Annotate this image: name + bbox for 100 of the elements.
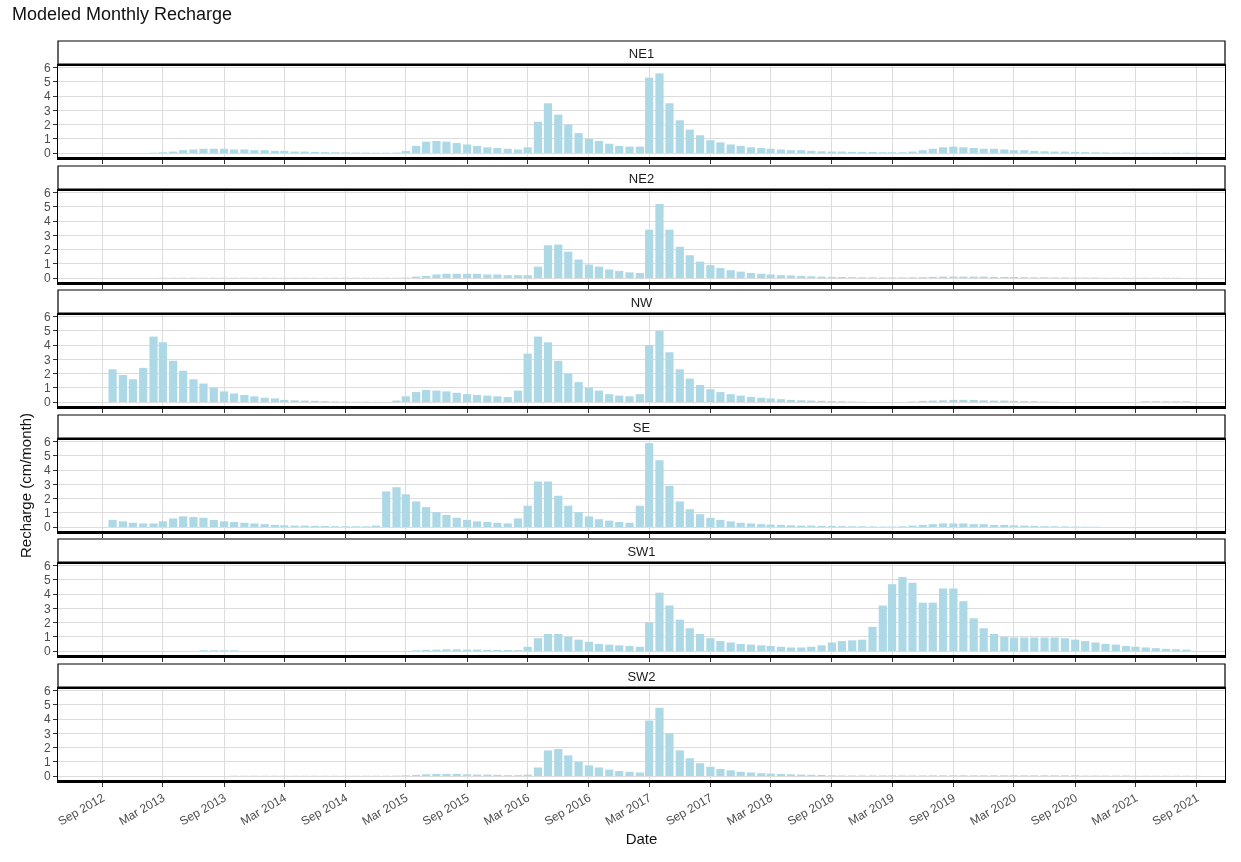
bar [574, 511, 583, 527]
y-tick-label: 2 [43, 242, 51, 257]
bar [533, 336, 543, 403]
y-tick-label: 0 [43, 519, 51, 534]
bar [726, 144, 735, 154]
bar [675, 120, 684, 154]
bar [533, 121, 543, 154]
bar [169, 360, 178, 403]
bar [564, 251, 573, 278]
bar [776, 646, 786, 652]
bar [422, 506, 431, 527]
bar [543, 342, 553, 403]
bar [1000, 149, 1009, 154]
bar [564, 636, 573, 652]
bar [584, 387, 594, 403]
bar [128, 379, 137, 403]
bar [868, 626, 877, 652]
bar [260, 150, 269, 154]
bar [736, 522, 745, 527]
bar [543, 749, 553, 776]
bar [757, 523, 766, 527]
bar [695, 513, 705, 527]
bar [736, 643, 745, 652]
x-tick-label: Mar 2020 [967, 789, 1019, 828]
bar [513, 149, 523, 154]
bar [1060, 638, 1069, 652]
bar [412, 145, 421, 154]
bar [574, 382, 583, 403]
bar [574, 639, 583, 652]
bar [483, 521, 492, 527]
bar [209, 148, 218, 154]
bar [543, 481, 553, 527]
bar [938, 522, 948, 527]
bar [1111, 644, 1120, 652]
x-tick-label: Mar 2013 [116, 789, 168, 828]
y-tick-label: 0 [43, 768, 51, 783]
x-tick-label: Mar 2018 [724, 789, 776, 828]
bar [726, 642, 735, 652]
bar [726, 769, 735, 776]
bar [949, 522, 958, 527]
x-tick-label: Mar 2017 [602, 789, 654, 828]
bar [584, 138, 594, 154]
bar [746, 397, 756, 403]
bar [726, 269, 735, 278]
y-tick-label: 4 [43, 213, 51, 228]
x-tick-label: Sep 2013 [177, 789, 229, 828]
bar [625, 396, 634, 403]
bar [533, 266, 543, 278]
bar [472, 145, 482, 154]
bar [776, 149, 786, 154]
bar [594, 140, 603, 154]
bar [209, 519, 218, 527]
bar [543, 633, 553, 652]
bar [523, 353, 532, 403]
bar [726, 520, 735, 527]
bar [584, 764, 594, 776]
bar [564, 754, 573, 776]
bar [401, 150, 410, 154]
bar [695, 633, 705, 652]
bar [786, 647, 796, 652]
bar [605, 268, 614, 278]
bar [422, 389, 431, 403]
y-tick-label: 6 [43, 558, 51, 573]
bar [837, 641, 846, 652]
bar [615, 770, 624, 776]
x-tick-label: Sep 2017 [663, 789, 716, 828]
y-tick-label: 5 [43, 573, 51, 588]
bar [574, 133, 583, 154]
bar [797, 275, 806, 278]
bar [493, 148, 502, 154]
bar [543, 244, 553, 278]
y-tick-label: 6 [43, 434, 51, 449]
bar [685, 628, 694, 652]
bar [493, 273, 502, 278]
chart-title: NE2 [628, 170, 655, 186]
x-tick-label: Sep 2019 [906, 789, 959, 828]
bar [1071, 639, 1080, 652]
bar [736, 271, 745, 278]
bar [757, 645, 766, 652]
bar [533, 638, 543, 652]
bar [412, 392, 421, 403]
y-tick-label: 5 [43, 199, 51, 214]
bar [462, 144, 472, 154]
bar [1030, 637, 1039, 652]
bar [1020, 150, 1029, 154]
bar [118, 375, 128, 403]
bar [685, 508, 694, 527]
x-tick-label: Sep 2016 [541, 789, 594, 828]
bar [472, 394, 482, 403]
bar [848, 640, 857, 652]
bar [169, 517, 178, 527]
y-tick-label: 4 [43, 587, 51, 602]
bar [462, 273, 472, 278]
y-tick-label: 2 [43, 615, 51, 630]
bar [746, 272, 756, 278]
bar [757, 148, 766, 154]
bar [1030, 150, 1039, 154]
bar [523, 646, 532, 652]
bar [786, 150, 796, 154]
y-tick-label: 2 [43, 366, 51, 381]
